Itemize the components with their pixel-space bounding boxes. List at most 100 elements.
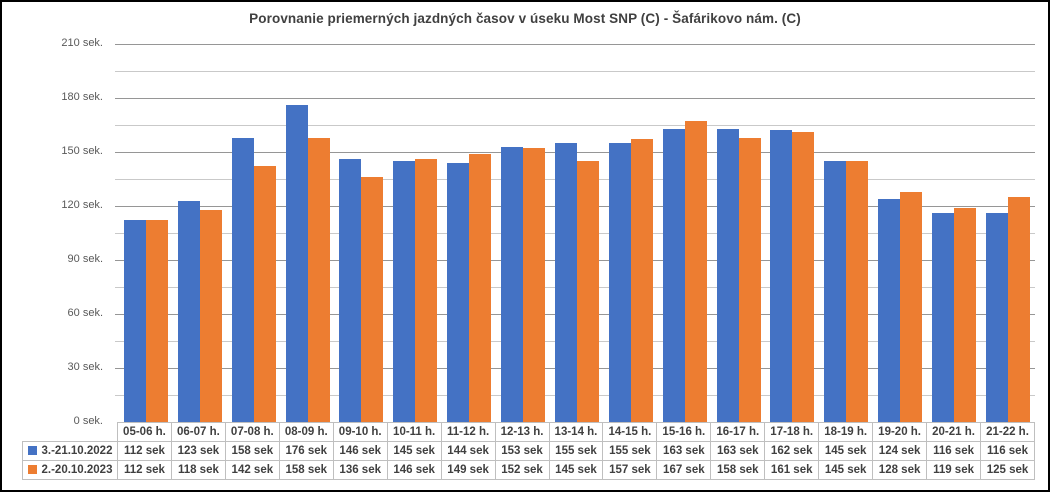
category-header-cell: 17-18 h. [764,422,820,442]
bar-series-2 [361,177,384,422]
bar-series-2 [954,207,977,422]
y-axis-label: 60 sek. [67,307,103,320]
bar-series-2 [630,139,653,422]
table-header-row: 05-06 h. 06-07 h. 07-08 h. 08-09 h. 09-10 h.… [23,422,1035,442]
value-cell: 157 sek [602,460,658,480]
legend-swatch-icon [27,465,37,474]
value-cell: 155 sek [602,441,658,461]
bar-series-1 [608,143,631,422]
bar-series-2 [199,209,222,422]
bar-series-2 [253,166,276,422]
minor-gridline [115,71,1035,72]
bar-series-2 [738,137,761,422]
value-cell: 144 sek [440,441,496,461]
bar-series-2 [145,220,168,422]
value-cell: 142 sek [224,460,280,480]
value-cell: 145 sek [818,441,874,461]
bar-series-2 [415,159,438,422]
category-header-cell: 20-21 h. [926,422,981,442]
bar-group [496,44,550,422]
bar-group [819,44,873,422]
category-header-cell: 19-20 h. [872,422,928,442]
bar-series-2 [576,161,599,422]
bar-group [766,44,820,422]
y-axis-label: 210 sek. [61,37,103,49]
category-header-cell: 07-08 h. [224,422,280,442]
bar-series-2 [900,191,923,422]
value-cell: 153 sek [494,441,550,461]
plot-area [115,44,1035,422]
value-cell: 124 sek [872,441,928,461]
value-cell: 155 sek [548,441,604,461]
category-header-cell: 09-10 h. [332,422,388,442]
category-header-cell: 14-15 h. [602,422,658,442]
bar-group [281,44,335,422]
major-gridline [115,44,1035,45]
bar-series-1 [824,161,847,422]
value-cell: 146 sek [386,460,442,480]
category-header-cell: 15-16 h. [656,422,712,442]
bar-series-2 [684,121,707,422]
category-header-cell: 13-14 h. [548,422,604,442]
bar-group [658,44,712,422]
bar-group [388,44,442,422]
value-cell: 152 sek [494,460,550,480]
bar-group [981,44,1035,422]
major-gridline [115,98,1035,99]
bar-group [873,44,927,422]
bar-series-1 [177,200,200,422]
bar-series-1 [932,213,955,422]
bar-series-1 [123,220,146,422]
value-cell: 145 sek [548,460,604,480]
value-cell: 116 sek [926,441,981,461]
bar-group [119,44,173,422]
value-cell: 163 sek [710,441,766,461]
category-header-cell: 21-22 h. [980,422,1035,442]
value-cell: 145 sek [818,460,874,480]
category-header-cell: 11-12 h. [440,422,496,442]
table-row: 2.-20.10.2023 112 sek 118 sek 142 sek 158 se… [22,460,1035,480]
value-cell: 116 sek [980,441,1035,461]
value-cell: 162 sek [764,441,820,461]
legend-label: 2.-20.10.2023 [41,464,113,476]
bar-series-2 [792,132,815,422]
y-axis: 0 sek. 30 sek. 60 sek. 90 sek. 120 sek. 150 s… [2,37,103,427]
value-cell: 158 sek [710,460,766,480]
value-cell: 125 sek [980,460,1035,480]
legend-cell: 2.-20.10.2023 [22,460,118,480]
bar-series-1 [878,198,901,422]
bar-series-1 [339,159,362,422]
bar-group [442,44,496,422]
y-axis-label: 150 sek. [61,145,103,157]
y-axis-label: 30 sek. [67,361,103,374]
value-cell: 136 sek [332,460,388,480]
bar-series-1 [985,213,1008,422]
category-header-cell: 05-06 h. [117,422,172,442]
bar-group [927,44,981,422]
bar-group [173,44,227,422]
value-cell: 167 sek [656,460,712,480]
bar-group [712,44,766,422]
value-cell: 118 sek [170,460,226,480]
category-header-cell: 12-13 h. [494,422,550,442]
table-row: 3.-21.10.2022 112 sek 123 sek 158 sek 176 se… [22,441,1035,461]
chart-title: Porovnanie priemerných jazdných časov v … [249,11,801,26]
y-axis-label: 90 sek. [67,253,103,265]
bar-group [550,44,604,422]
value-cell: 145 sek [386,441,442,461]
bar-group [335,44,389,422]
value-cell: 123 sek [170,441,226,461]
category-header-cell: 18-19 h. [818,422,874,442]
category-header-cell: 16-17 h. [710,422,766,442]
legend-label: 3.-21.10.2022 [41,445,113,457]
value-cell: 176 sek [278,441,334,461]
data-table-wrap: 05-06 h. 06-07 h. 07-08 h. 08-09 h. 09-10 h.… [22,422,1035,480]
category-header-cell: 06-07 h. [170,422,226,442]
value-cell: 158 sek [278,460,334,480]
category-header-cell: 08-09 h. [278,422,334,442]
bar-series-2 [307,137,330,422]
bar-series-2 [469,153,492,422]
legend-swatch-icon [27,446,37,455]
bar-series-1 [393,161,416,422]
